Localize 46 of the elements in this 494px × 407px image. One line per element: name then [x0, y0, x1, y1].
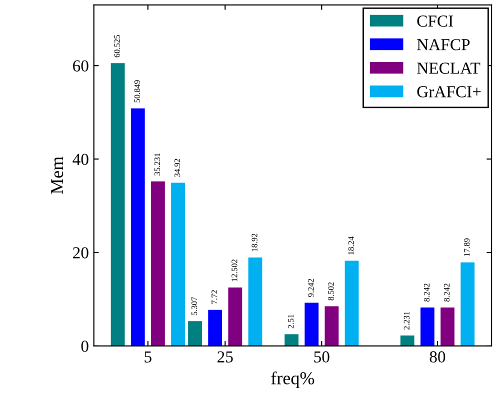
bar — [188, 321, 202, 346]
data-label: 8.242 — [424, 284, 430, 302]
bar — [324, 306, 339, 346]
bar — [284, 334, 298, 346]
data-label: 12.502 — [232, 260, 238, 282]
legend-label: GrAFCI+ — [417, 86, 481, 98]
bar — [344, 260, 359, 346]
data-label: 18.92 — [252, 234, 258, 252]
data-label: 18.24 — [348, 236, 354, 254]
bar — [420, 307, 434, 346]
y-tick-label: 40 — [72, 154, 88, 166]
y-tick-label: 0 — [81, 340, 88, 352]
bar — [304, 302, 319, 346]
y-tick-label: 60 — [73, 60, 88, 72]
bar — [228, 288, 242, 346]
data-label: 60.525 — [114, 35, 120, 58]
bar — [440, 307, 454, 346]
data-label: 5.307 — [191, 297, 198, 316]
x-tick-label: 5 — [144, 351, 152, 363]
data-label: 50.849 — [134, 80, 140, 102]
data-label: 9.242 — [308, 278, 314, 297]
bar — [460, 262, 475, 346]
x-tick-label: 25 — [218, 351, 233, 363]
bar — [130, 108, 145, 346]
legend-label: NECLAT — [417, 62, 480, 74]
y-axis-title: Mem — [51, 156, 64, 194]
data-label: 35.231 — [154, 153, 160, 176]
data-label: 34.92 — [174, 158, 180, 177]
bar — [208, 310, 222, 346]
data-label: 2.231 — [404, 312, 410, 330]
x-tick-label: 80 — [430, 351, 446, 363]
data-label: 2.51 — [288, 314, 294, 328]
data-label: 7.72 — [212, 290, 218, 304]
bar — [400, 336, 414, 346]
x-axis-title: freq% — [271, 371, 314, 388]
bar — [171, 182, 185, 346]
y-tick-label: 20 — [73, 247, 88, 258]
data-label: 8.242 — [444, 284, 450, 302]
data-label: 17.89 — [464, 238, 470, 256]
legend-label: CFCI — [417, 16, 454, 27]
bar — [110, 63, 125, 346]
legend-label: NAFCP — [417, 39, 470, 50]
bar — [248, 258, 262, 346]
data-label: 8.502 — [328, 282, 334, 300]
x-tick-label: 50 — [314, 351, 330, 363]
bar — [151, 181, 165, 346]
